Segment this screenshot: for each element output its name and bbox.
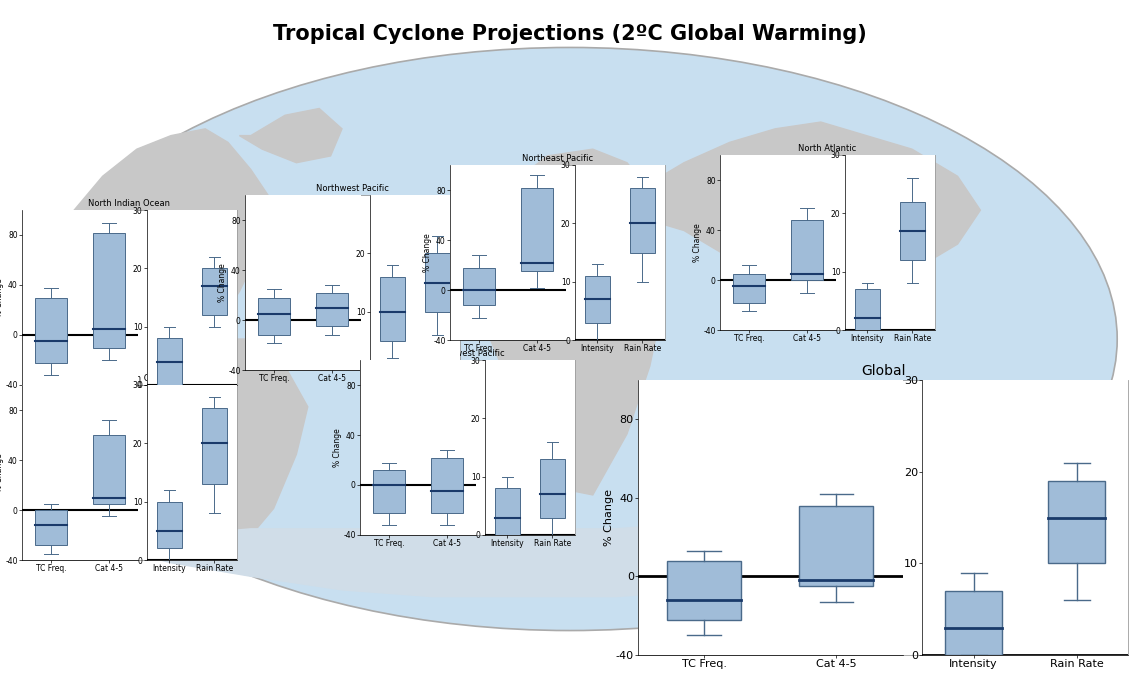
Bar	[380, 277, 405, 341]
Y-axis label: % Change: % Change	[423, 233, 432, 272]
Polygon shape	[171, 339, 308, 556]
Ellipse shape	[23, 47, 1117, 631]
Y-axis label: % Change: % Change	[333, 428, 342, 467]
Bar	[495, 488, 520, 535]
Text: North Atlantic: North Atlantic	[798, 144, 856, 153]
Text: Southwest Pacific: Southwest Pacific	[431, 349, 504, 358]
Bar	[373, 470, 406, 513]
Bar	[22, 385, 237, 560]
Text: South Indian Ocean: South Indian Ocean	[88, 374, 171, 383]
Bar	[539, 459, 565, 517]
Bar	[22, 210, 237, 385]
Bar	[629, 188, 656, 252]
Bar	[1048, 481, 1106, 563]
Y-axis label: % Change: % Change	[0, 278, 3, 317]
Y-axis label: % Change: % Change	[218, 263, 227, 302]
Bar	[521, 188, 553, 271]
Bar	[667, 561, 741, 620]
Bar	[799, 506, 873, 586]
Bar	[202, 268, 227, 315]
Bar	[156, 502, 182, 549]
Text: Northeast Pacific: Northeast Pacific	[522, 154, 593, 163]
Polygon shape	[490, 149, 650, 237]
Bar	[35, 298, 67, 363]
Bar	[156, 338, 182, 385]
Text: North Indian Ocean: North Indian Ocean	[89, 199, 171, 208]
Text: Global: Global	[861, 364, 905, 378]
Bar	[258, 298, 291, 335]
Y-axis label: % Change: % Change	[693, 223, 702, 262]
Polygon shape	[787, 386, 969, 515]
Bar	[720, 155, 935, 330]
Bar	[92, 233, 125, 348]
Bar	[92, 435, 125, 504]
Bar	[245, 195, 461, 370]
Bar	[360, 360, 575, 535]
Text: Northwest Pacific: Northwest Pacific	[316, 184, 389, 193]
Bar	[35, 510, 67, 545]
Bar	[431, 458, 463, 513]
Polygon shape	[479, 224, 661, 495]
Bar	[855, 289, 880, 330]
Bar	[899, 201, 925, 260]
Bar	[425, 254, 450, 312]
Y-axis label: % Change: % Change	[604, 489, 614, 546]
Bar	[945, 591, 1002, 655]
Bar	[463, 268, 495, 305]
Polygon shape	[570, 122, 980, 292]
Polygon shape	[46, 129, 274, 346]
Polygon shape	[239, 108, 342, 163]
Bar	[316, 292, 349, 326]
Y-axis label: % Change: % Change	[0, 453, 3, 492]
Bar	[202, 408, 227, 484]
Bar	[638, 380, 1127, 655]
Bar	[450, 165, 665, 340]
Bar	[585, 276, 610, 323]
Text: Tropical Cyclone Projections (2ºC Global Warming): Tropical Cyclone Projections (2ºC Global…	[274, 24, 866, 43]
Polygon shape	[91, 515, 1049, 597]
Bar	[733, 274, 765, 302]
Bar	[791, 220, 823, 280]
